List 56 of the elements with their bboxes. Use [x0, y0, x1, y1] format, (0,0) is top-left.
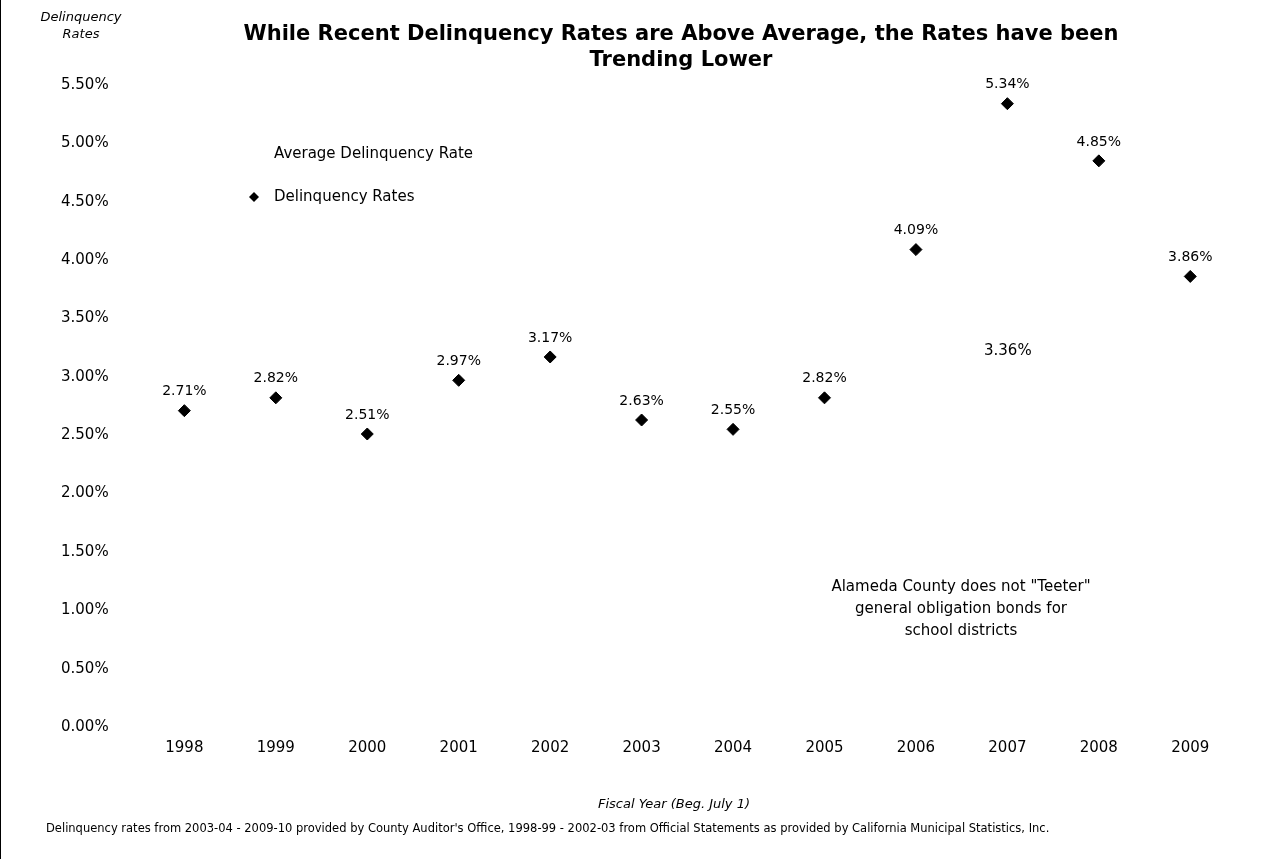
x-tick-label: 2008 — [1079, 737, 1118, 756]
point — [1183, 269, 1197, 283]
point — [269, 391, 283, 405]
x-axis-title: Fiscal Year (Beg. July 1) — [596, 796, 751, 811]
data-label: 2.82% — [253, 369, 299, 386]
point — [635, 413, 649, 427]
x-tick-label: 1998 — [165, 737, 204, 756]
y-tick-label: 2.00% — [61, 483, 109, 502]
data-label: 4.85% — [1076, 132, 1122, 149]
point — [1092, 154, 1106, 168]
point — [452, 373, 466, 387]
legend-label: Delinquency Rates — [274, 186, 415, 205]
point — [726, 422, 740, 436]
annotation: 3.36% — [984, 340, 1032, 360]
annotation: Alameda County does not "Teeter" general obligation bonds for school districts — [831, 576, 1091, 641]
x-tick-label: 2004 — [713, 737, 753, 756]
point — [817, 391, 831, 405]
y-tick-label: 5.00% — [61, 133, 109, 152]
point — [543, 350, 557, 364]
y-tick-label: 4.00% — [61, 249, 109, 268]
x-tick-label: 2007 — [988, 737, 1027, 756]
x-tick-label: 1999 — [256, 737, 295, 756]
y-tick-label: 3.50% — [61, 308, 109, 327]
point — [177, 404, 191, 418]
y-tick-label: 0.00% — [61, 716, 109, 735]
y-axis-title: Delinquency Rates — [39, 8, 123, 42]
x-tick-label: 2003 — [622, 737, 661, 756]
y-tick-label: 4.50% — [61, 191, 109, 210]
data-label: 3.86% — [1168, 248, 1213, 265]
y-tick-label: 3.00% — [61, 366, 109, 385]
annotation: Average Delinquency Rate — [274, 143, 474, 163]
data-label: 3.17% — [527, 328, 573, 345]
point — [360, 427, 374, 441]
y-tick-label: 1.50% — [61, 541, 109, 560]
data-label: 2.63% — [619, 391, 664, 408]
chart-title: While Recent Delinquency Rates are Above Average, the Rates have been Trending Lower — [242, 20, 1120, 72]
data-label: 2.82% — [802, 369, 847, 386]
data-label: 2.71% — [162, 382, 207, 399]
y-tick-label: 0.50% — [61, 658, 109, 677]
data-label: 5.34% — [985, 75, 1030, 92]
data-label: 2.55% — [710, 400, 756, 417]
text: Delinquency rates from 2003-04 - 2009-10 provided by County Auditor's Office, 1998-99 - 2002-03 from Official Statements as provided by California Municipal Statistics, Inc. — [46, 820, 1051, 836]
y-tick-label: 2.50% — [61, 425, 109, 444]
point — [1000, 97, 1014, 111]
x-tick-label: 2009 — [1171, 737, 1210, 756]
y-tick-label: 1.00% — [61, 600, 109, 619]
point — [909, 243, 923, 257]
x-tick-label: 2001 — [439, 737, 478, 756]
data-label: 4.09% — [893, 221, 939, 238]
x-tick-label: 2006 — [896, 737, 936, 756]
y-tick-label: 5.50% — [61, 74, 109, 93]
x-tick-label: 2005 — [805, 737, 844, 756]
data-label: 2.51% — [345, 405, 390, 422]
data-label: 2.97% — [436, 351, 481, 368]
x-tick-label: 2000 — [348, 737, 387, 756]
x-tick-label: 2002 — [531, 737, 570, 756]
